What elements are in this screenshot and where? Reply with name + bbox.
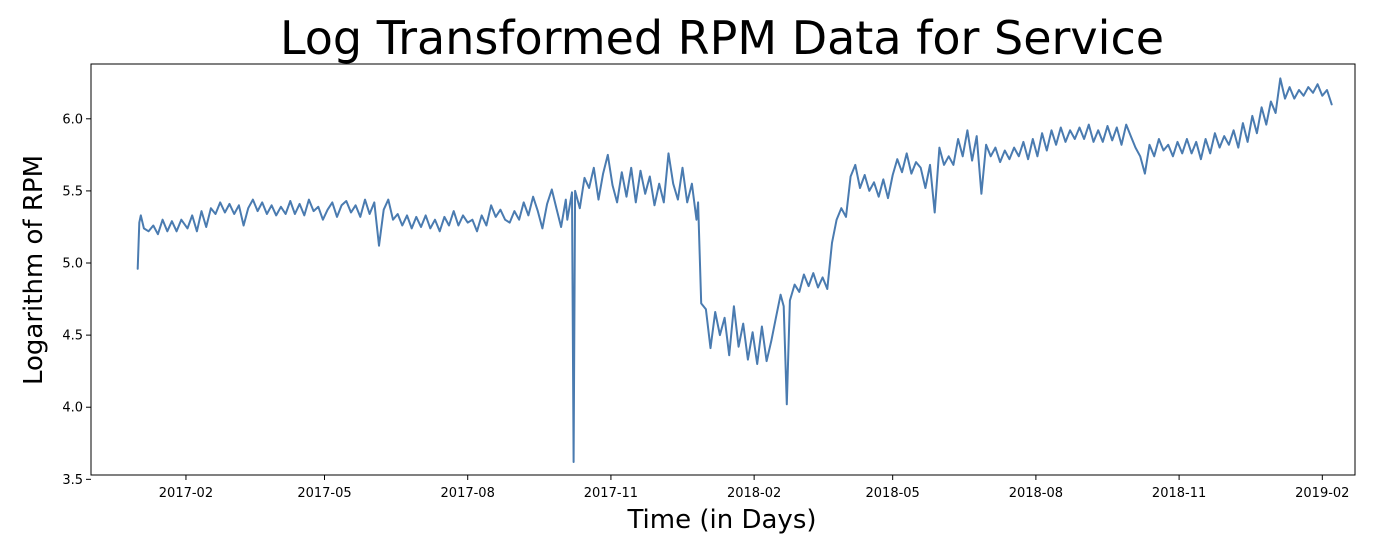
x-tick-label: 2017-08 xyxy=(441,486,495,501)
plot-frame xyxy=(90,63,1356,476)
y-axis-label: Logarithm of RPM xyxy=(19,155,49,385)
y-tick-label: 4.5 xyxy=(62,329,83,344)
x-tick-label: 2018-02 xyxy=(727,486,781,501)
y-tick-label: 5.0 xyxy=(62,257,83,272)
series-line xyxy=(136,77,1333,463)
x-tick-label: 2017-02 xyxy=(159,486,213,501)
y-tick-label: 3.5 xyxy=(62,473,83,488)
x-tick-label: 2018-08 xyxy=(1009,486,1063,501)
x-axis-label: Time (in Days) xyxy=(626,505,816,535)
chart-title: Log Transformed RPM Data for Service xyxy=(280,11,1164,65)
y-tick-label: 4.0 xyxy=(62,401,83,416)
y-axis: 3.5 4.0 4.5 5.0 5.5 6.0 xyxy=(62,112,91,488)
x-axis: 2017-02 2017-05 2017-08 2017-11 2018-02 2018-… xyxy=(159,475,1349,501)
x-tick-label: 2017-05 xyxy=(297,486,351,501)
y-tick-label: 5.5 xyxy=(62,184,83,199)
series-layer xyxy=(136,77,1333,463)
y-tick-label: 6.0 xyxy=(62,112,83,127)
x-tick-label: 2018-11 xyxy=(1152,486,1206,501)
x-tick-label: 2018-05 xyxy=(866,486,920,501)
x-tick-label: 2019-02 xyxy=(1295,486,1349,501)
x-tick-label: 2017-11 xyxy=(584,486,638,501)
